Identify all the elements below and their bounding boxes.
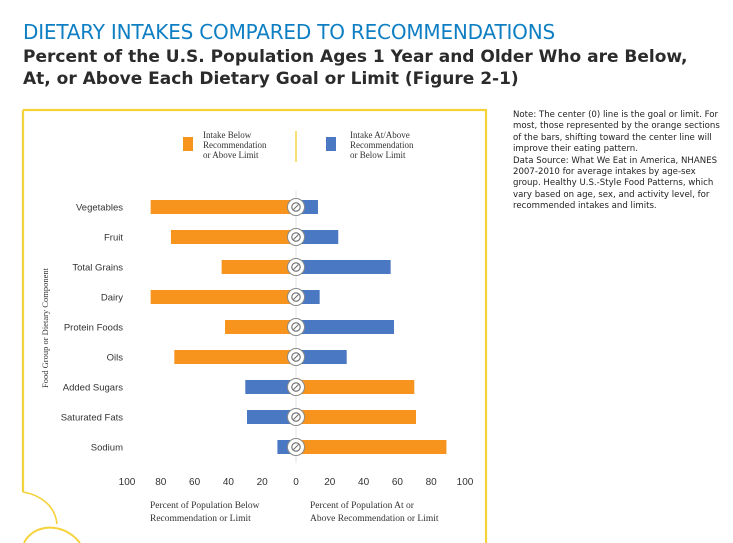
bar-right-fruit xyxy=(296,230,339,244)
x-tick-label: 40 xyxy=(358,477,370,488)
legend-label-above-2: Recommendation xyxy=(350,140,414,150)
chart-note: Note: The center (0) line is the goal or… xyxy=(513,110,725,213)
x-axis-title-left-2: Recommendation or Limit xyxy=(150,514,251,524)
y-axis-title: Food Group or Dietary Component xyxy=(40,267,50,388)
slide-title: DIETARY INTAKES COMPARED TO RECOMMENDATI… xyxy=(23,20,555,44)
x-tick-label: 20 xyxy=(257,477,269,488)
bar-right-total-grains xyxy=(296,260,391,274)
x-axis-title-right-2: Above Recommendation or Limit xyxy=(310,514,439,524)
data-source-text: Data Source: What We Eat in America, NHA… xyxy=(513,155,718,212)
x-tick-label: 40 xyxy=(223,477,235,488)
bar-right-saturated-fats xyxy=(296,410,416,424)
bar-right-oils xyxy=(296,350,347,364)
x-tick-label: 20 xyxy=(324,477,336,488)
milk-carton-icon xyxy=(287,288,305,306)
x-axis-title-left-1: Percent of Population Below xyxy=(150,500,260,511)
category-label-oils: Oils xyxy=(107,353,124,364)
legend-label-above-1: Intake At/Above xyxy=(350,130,410,140)
note-text: Note: The center (0) line is the goal or… xyxy=(513,110,720,155)
category-labels-layer: Vegetables Fruit Total Grains Dairy Protein … xyxy=(61,203,124,454)
bar-right-protein-foods xyxy=(296,320,395,334)
category-label-protein-foods: Protein Foods xyxy=(64,323,123,334)
bar-left-protein-foods xyxy=(225,320,296,334)
x-tick-labels-layer: 100 80 60 40 20 0 20 40 60 80 100 xyxy=(119,477,474,488)
burger-icon xyxy=(287,408,305,426)
bar-left-fruit xyxy=(170,230,296,244)
category-label-total-grains: Total Grains xyxy=(72,263,123,274)
bread-icon xyxy=(287,258,305,276)
x-tick-label: 60 xyxy=(392,477,404,488)
legend-label-below-2: Recommendation xyxy=(203,140,267,150)
category-label-saturated-fats: Saturated Fats xyxy=(61,413,124,424)
legend-label-above-3: or Below Limit xyxy=(350,150,406,160)
x-tick-label: 80 xyxy=(155,477,167,488)
chart-frame xyxy=(23,108,488,543)
legend-swatch-below xyxy=(183,137,193,151)
legend-label-below-3: or Above Limit xyxy=(203,150,259,160)
frame-curl xyxy=(22,491,58,525)
category-label-dairy: Dairy xyxy=(101,293,123,304)
drumstick-icon xyxy=(287,318,305,336)
x-tick-label: 100 xyxy=(119,477,136,488)
x-axis-title-right-1: Percent of Population At or xyxy=(310,500,415,511)
bar-left-vegetables xyxy=(150,200,296,214)
legend-swatch-above xyxy=(326,137,336,151)
category-label-added-sugars: Added Sugars xyxy=(63,383,123,394)
oil-bottle-icon xyxy=(287,348,305,366)
frame-ring xyxy=(23,526,81,543)
salt-shaker-icon xyxy=(287,438,305,456)
category-label-fruit: Fruit xyxy=(104,233,123,244)
broccoli-icon xyxy=(287,198,305,216)
bar-left-total-grains xyxy=(221,260,296,274)
bar-right-sodium xyxy=(296,440,447,454)
legend-label-below-1: Intake Below xyxy=(203,130,252,140)
bar-right-added-sugars xyxy=(296,380,415,394)
icons-layer xyxy=(287,198,305,456)
x-tick-label: 100 xyxy=(457,477,474,488)
bar-left-oils xyxy=(174,350,296,364)
category-label-sodium: Sodium xyxy=(91,443,123,454)
bar-left-dairy xyxy=(150,290,296,304)
x-tick-label: 60 xyxy=(189,477,201,488)
fruit-bowl-icon xyxy=(287,228,305,246)
x-tick-label: 80 xyxy=(426,477,438,488)
bars-layer xyxy=(150,200,447,454)
category-label-vegetables: Vegetables xyxy=(76,203,123,214)
bar-left-saturated-fats xyxy=(246,410,296,424)
candy-icon xyxy=(287,378,305,396)
x-tick-label: 0 xyxy=(293,477,299,488)
slide-subtitle: Percent of the U.S. Population Ages 1 Ye… xyxy=(23,47,688,89)
bar-left-added-sugars xyxy=(245,380,296,394)
